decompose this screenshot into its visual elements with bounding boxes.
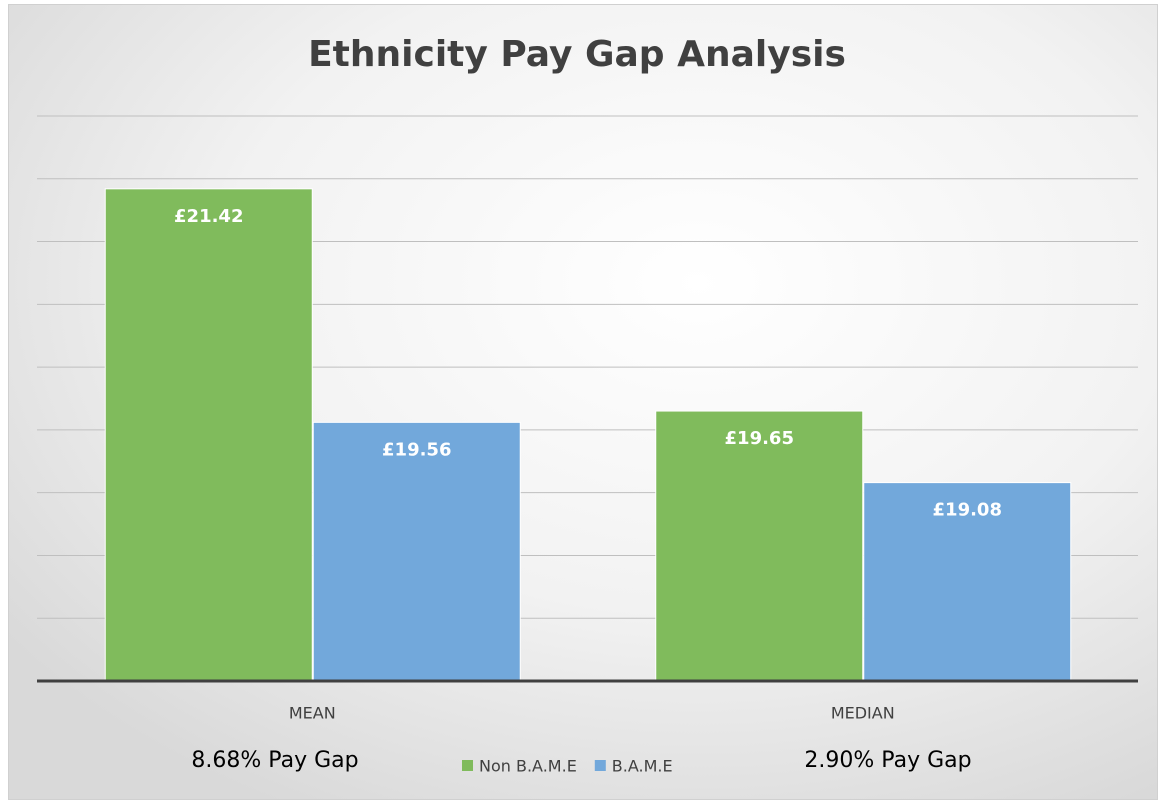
x-tick-label: MEDIAN [831,704,895,723]
chart-title: Ethnicity Pay Gap Analysis [308,34,846,75]
legend-label: B.A.M.E [612,757,673,776]
bar [312,421,521,682]
annotation: 2.90% Pay Gap [804,748,971,773]
annotation: 8.68% Pay Gap [191,748,358,773]
data-label: £19.08 [933,500,1002,521]
data-label: £19.65 [725,428,794,449]
bar [863,482,1072,682]
legend-swatch [594,760,606,771]
bar [104,188,313,682]
data-label: £21.42 [174,206,243,227]
legend-label: Non B.A.M.E [479,757,577,776]
data-label: £19.56 [382,439,451,460]
legend-swatch [462,760,473,771]
bar [655,410,864,682]
x-tick-label: MEAN [289,704,336,723]
